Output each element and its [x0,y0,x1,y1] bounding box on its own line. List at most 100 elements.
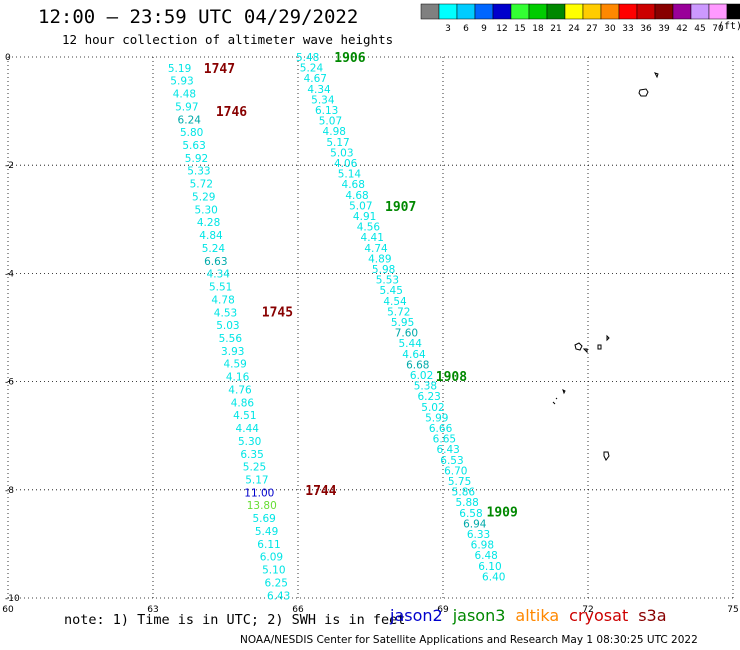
scale-swatch [510,3,530,20]
scale-label: 45 [694,24,705,34]
scale-swatch [654,3,674,20]
swh-value: 6.53 [440,455,463,467]
swh-value: 6.33 [467,529,490,541]
legend-altika: altika [515,606,560,625]
scale-label: 12 [496,24,507,34]
swh-value: 4.89 [368,253,391,265]
swh-value: 4.06 [334,158,358,170]
y-tick-label: 0 [5,53,11,63]
swh-value: 5.88 [455,497,478,509]
scale-label: 3 [445,24,451,34]
x-tick-label: 72 [582,605,593,615]
swh-value: 6.43 [267,590,290,602]
pass-labels: 1747 1746 1745 1744 1906 1907 1908 1909 [204,51,518,520]
swh-value: 5.24 [300,63,324,75]
swh-value: 6.11 [257,539,280,551]
swh-value: 5.93 [170,76,193,88]
swh-value: 4.28 [197,217,220,229]
swh-value: 5.30 [194,204,217,216]
swh-value: 5.75 [448,476,471,488]
swh-value: 6.10 [478,561,501,573]
pass-label: 1746 [216,105,247,120]
x-tick-label: 66 [292,605,304,615]
swh-value: 4.68 [345,190,368,202]
swh-value: 5.10 [262,565,285,577]
swh-value: 6.23 [417,391,440,403]
swh-value: 5.24 [202,243,226,255]
x-tick-label: 69 [437,605,449,615]
scale-label: 33 [622,24,633,34]
swh-value: 5.72 [190,179,213,191]
scale-label: 39 [658,24,670,34]
legend-jason2: jason2 [390,606,443,625]
y-tick-label: -2 [5,161,14,171]
chart-title: 12:00 – 23:59 UTC 04/29/2022 [38,6,359,28]
swh-value: 5.92 [185,153,208,165]
swh-value: 5.56 [219,333,243,345]
swh-value: 6.02 [410,370,433,382]
y-tick-label: -8 [5,486,14,496]
swh-value: 6.98 [471,540,494,552]
swh-tracks: 5.195.934.485.976.245.805.635.925.335.72… [168,52,506,602]
swh-value: 6.48 [474,550,497,562]
swh-value: 4.76 [228,384,252,396]
scale-swatch [708,3,728,20]
swh-value: 5.07 [319,116,342,128]
swh-value: 6.43 [436,444,459,456]
swh-value: 5.51 [209,282,232,294]
swh-value: 7.60 [395,328,418,340]
swh-value: 5.48 [296,52,319,64]
scale-swatch [672,3,692,20]
scale-label: 15 [514,24,525,34]
swh-value: 5.80 [180,127,203,139]
coastline [552,72,659,461]
swh-value: 6.40 [482,571,505,583]
swh-value: 6.66 [429,423,453,435]
scale-swatch [618,3,638,20]
scale-label: 21 [550,24,561,34]
scale-swatch [474,3,494,20]
scale-label: 36 [640,24,652,34]
y-tick-label: -10 [5,594,20,604]
y-tick-label: -4 [5,269,14,279]
swh-value: 5.34 [311,94,335,106]
swh-value: 5.99 [425,412,448,424]
y-tick-label: -6 [5,378,14,388]
scale-label: 9 [481,24,487,34]
swh-value: 4.56 [357,222,381,234]
swh-value: 6.70 [444,465,467,477]
scale-unit: (ft) [718,21,740,32]
swh-value: 5.03 [216,320,239,332]
pass-label: 1744 [305,484,336,499]
scale-label: 27 [586,24,597,34]
swh-value: 4.86 [231,397,255,409]
swh-value: 11.00 [244,487,274,499]
footer-credit: NOAA/NESDIS Center for Satellite Applica… [240,634,698,646]
swh-value: 4.59 [223,359,246,371]
swh-value: 6.13 [315,105,338,117]
swh-value: 4.78 [211,294,234,306]
chart-subtitle: 12 hour collection of altimeter wave hei… [62,32,394,47]
scale-swatch [456,3,476,20]
pass-label: 1908 [436,370,467,385]
pass-label: 1907 [385,200,416,215]
scale-swatch [528,3,548,20]
swh-value: 5.19 [168,63,191,75]
swh-value: 6.58 [459,508,482,520]
pass-label: 1909 [487,505,518,520]
pass-label: 1745 [262,305,293,320]
scale-swatch [564,3,584,20]
swh-value: 4.74 [364,243,388,255]
scale-swatch [690,3,710,20]
swh-value: 5.72 [387,306,410,318]
map-grid [7,56,734,599]
swh-value: 5.53 [376,275,399,287]
swh-value: 4.44 [236,423,260,435]
y-tick-labels: 0 -2 -4 -6 -8 -10 [5,53,20,604]
satellite-legend: jason2 jason3 altika cryosat s3a [390,606,677,625]
swh-value: 4.53 [214,307,237,319]
pass-label: 1747 [204,62,235,77]
swh-value: 4.98 [323,126,346,138]
x-tick-labels: 60 63 66 69 72 75 [2,605,738,615]
swh-value: 3.93 [221,346,244,358]
